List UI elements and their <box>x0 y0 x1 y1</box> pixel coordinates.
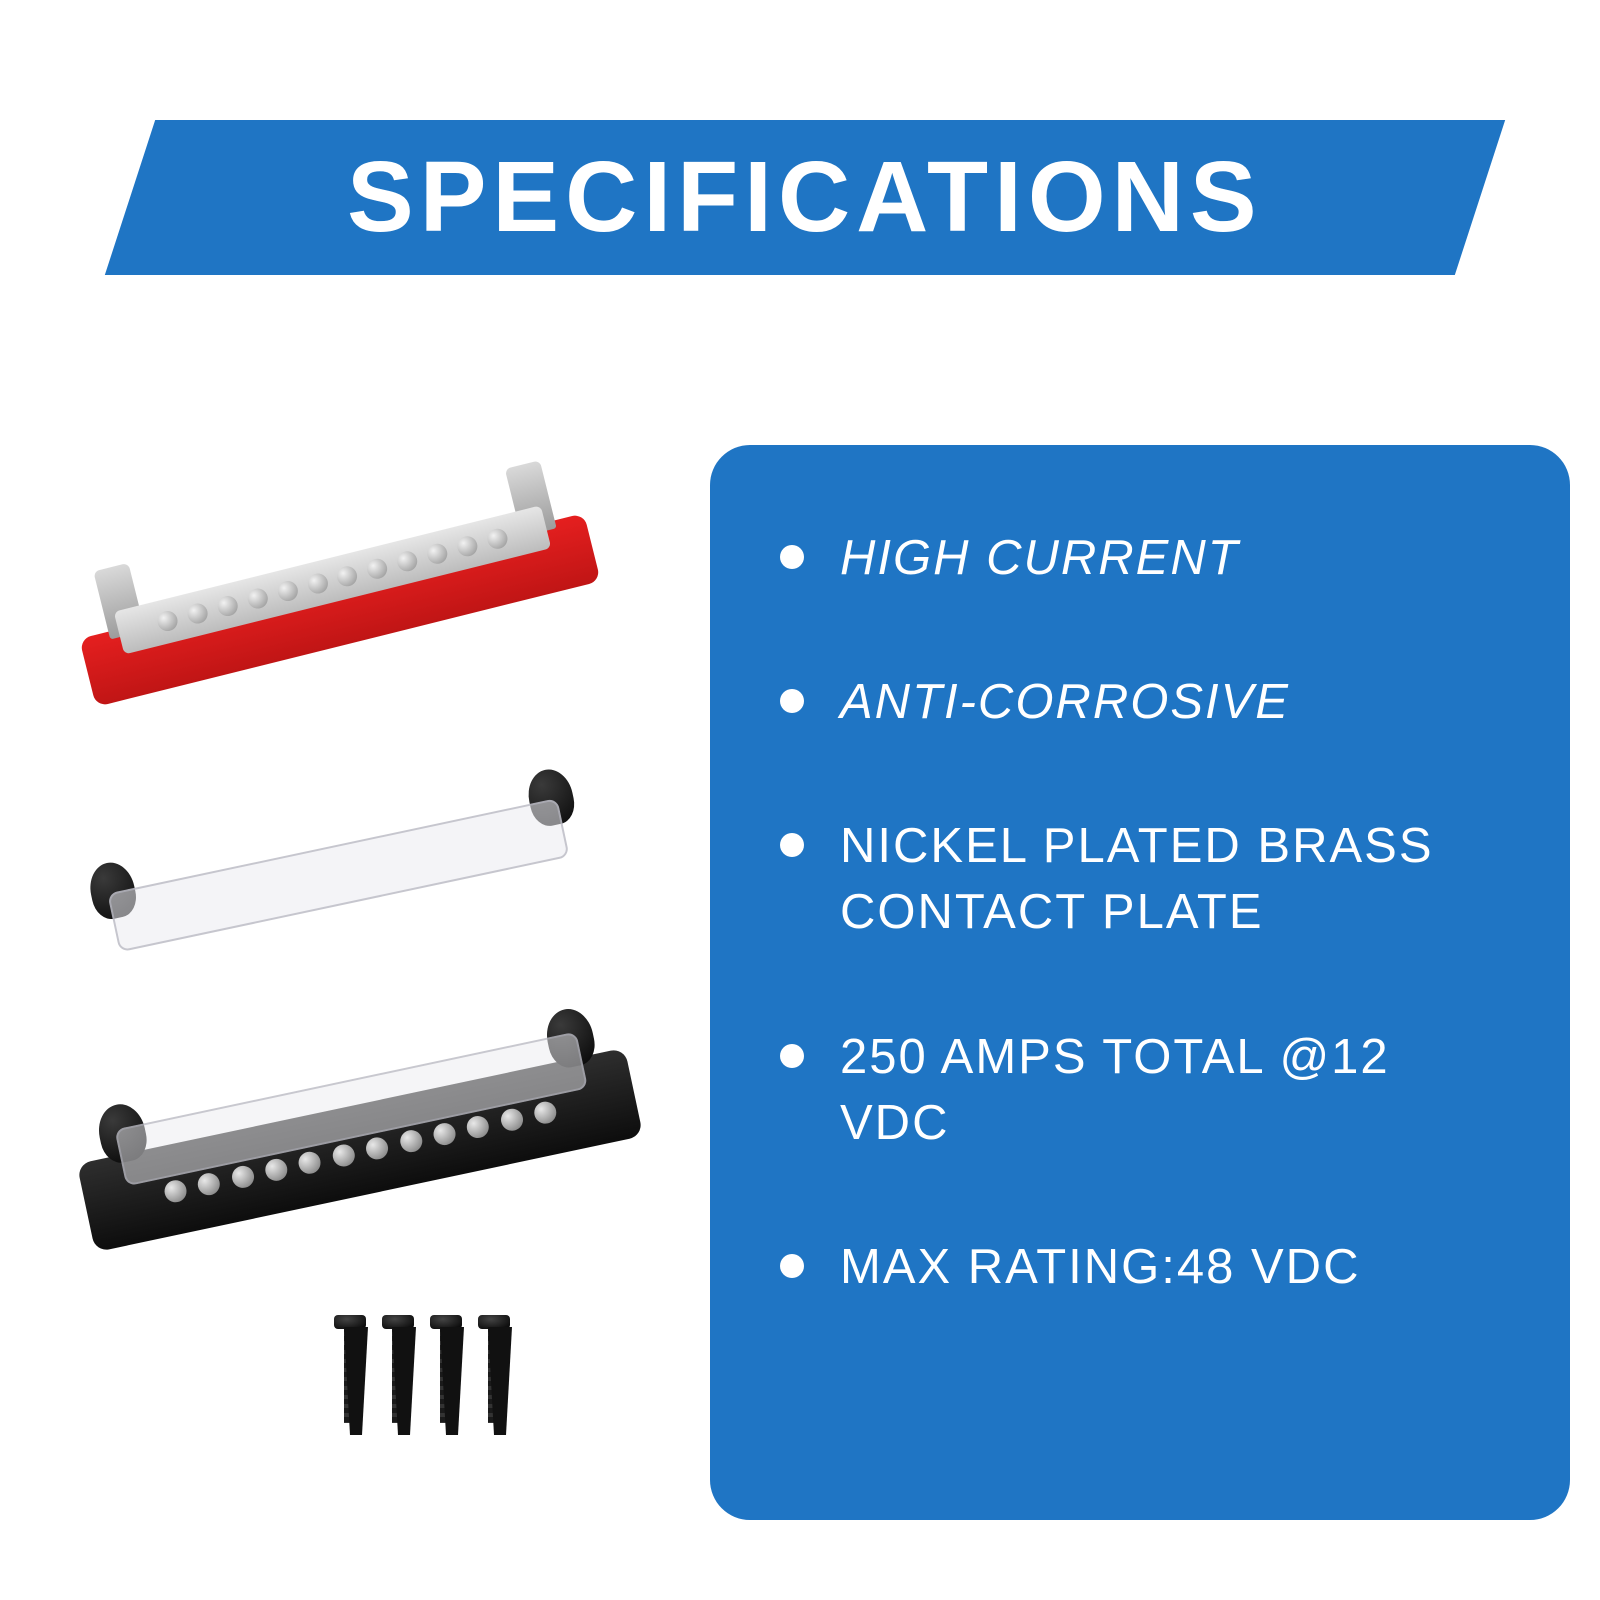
specifications-title: SPECIFICATIONS <box>347 140 1263 255</box>
spec-text: 250 AMPS TOTAL @12 VDC <box>840 1024 1510 1156</box>
bullet-icon <box>780 545 804 569</box>
content-row: HIGH CURRENT ANTI-CORROSIVE NICKEL PLATE… <box>0 445 1600 1495</box>
product-illustration <box>20 445 690 1495</box>
spec-text: HIGH CURRENT <box>840 525 1240 591</box>
clear-cover-bar <box>78 792 602 973</box>
spec-text: MAX RATING:48 VDC <box>840 1234 1360 1300</box>
red-bus-bar <box>79 513 600 707</box>
bullet-icon <box>780 689 804 713</box>
specifications-list: HIGH CURRENT ANTI-CORROSIVE NICKEL PLATE… <box>780 525 1510 1300</box>
spec-item: HIGH CURRENT <box>780 525 1510 591</box>
screw-icon <box>436 1315 456 1435</box>
terminal-screws <box>155 527 509 633</box>
spec-item: NICKEL PLATED BRASS CONTACT PLATE <box>780 813 1510 945</box>
spec-item: ANTI-CORROSIVE <box>780 669 1510 735</box>
bullet-icon <box>780 1254 804 1278</box>
screw-icon <box>484 1315 504 1435</box>
bullet-icon <box>780 833 804 857</box>
spec-text: NICKEL PLATED BRASS CONTACT PLATE <box>840 813 1510 945</box>
mounting-screws <box>340 1315 504 1435</box>
spec-item: 250 AMPS TOTAL @12 VDC <box>780 1024 1510 1156</box>
spec-text: ANTI-CORROSIVE <box>840 669 1290 735</box>
screw-icon <box>340 1315 360 1435</box>
specifications-panel: HIGH CURRENT ANTI-CORROSIVE NICKEL PLATE… <box>710 445 1570 1520</box>
spec-item: MAX RATING:48 VDC <box>780 1234 1510 1300</box>
bullet-icon <box>780 1044 804 1068</box>
screw-icon <box>388 1315 408 1435</box>
specifications-banner: SPECIFICATIONS <box>105 120 1505 275</box>
black-bus-bar <box>77 1048 643 1252</box>
polycarbonate-cover <box>107 798 569 952</box>
